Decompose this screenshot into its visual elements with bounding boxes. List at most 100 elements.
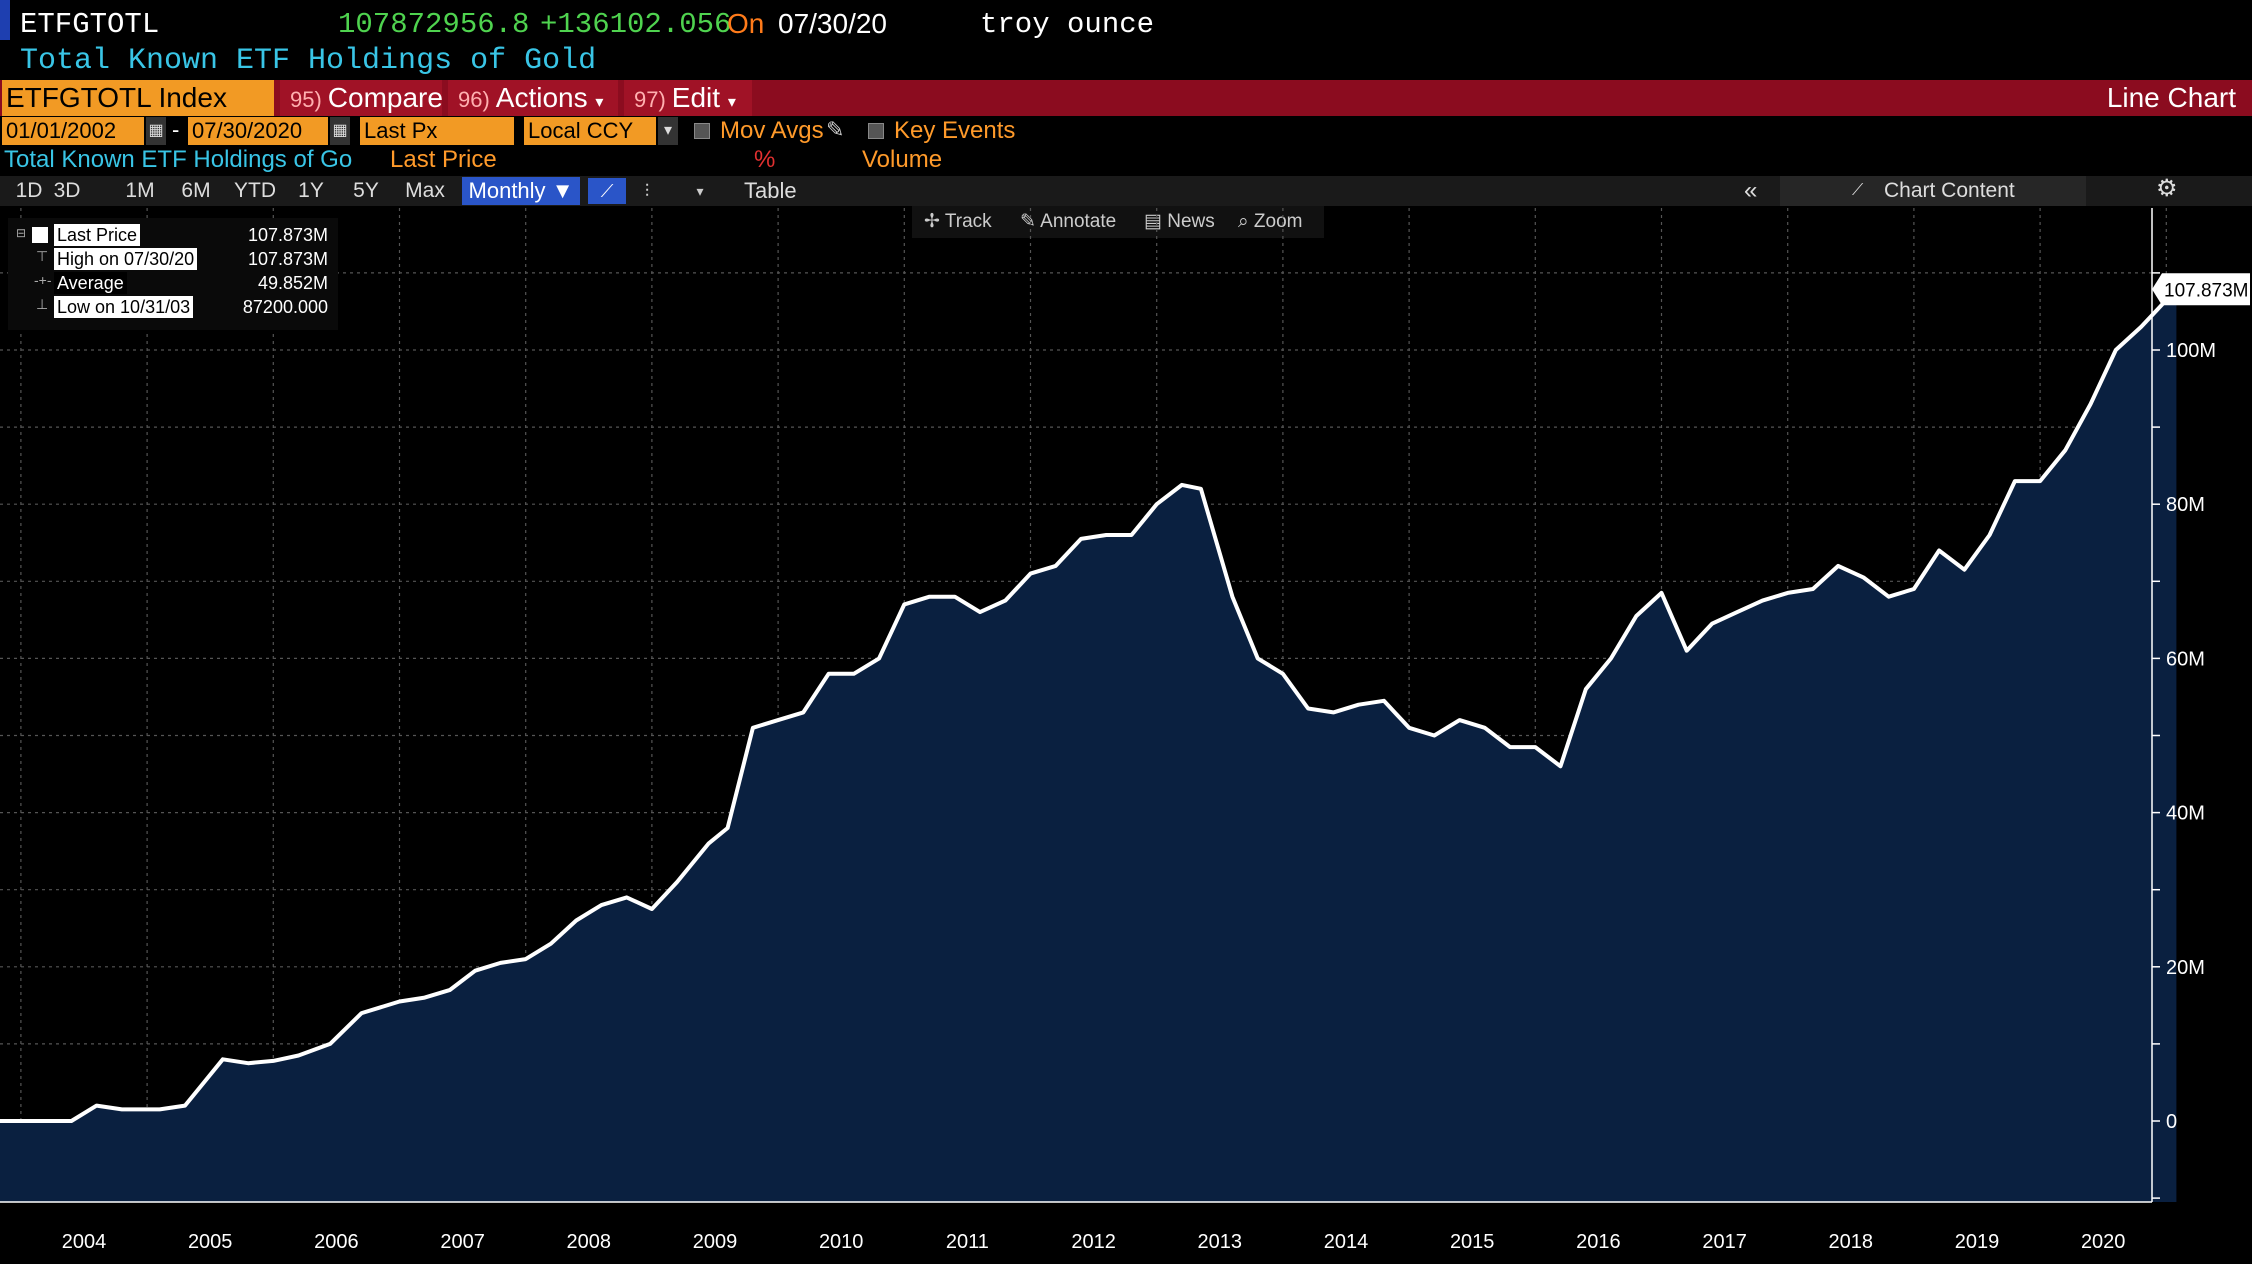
compare-button[interactable]: 95) Compare [280,80,443,116]
field-select[interactable]: Last Px [360,117,514,145]
low-marker-icon: ⊥ [36,296,49,312]
x-tick-label: 2004 [62,1231,107,1253]
ticker-accent-bar [0,0,10,40]
zoom-tool[interactable]: ⌕ Zoom [1238,211,1303,232]
legend-label: Average [54,272,127,294]
track-tool[interactable]: ✢ Track [924,211,992,232]
x-tick-label: 2013 [1198,1231,1243,1253]
crosshair-icon: ✢ [924,211,940,232]
legend-value: 107.873M [247,225,328,245]
chevron-down-icon[interactable]: ▾ [696,183,704,199]
date-separator: - [172,117,180,142]
series-field: Last Price [390,146,497,173]
average-marker-icon: -+- [34,272,52,288]
x-tick-label: 2018 [1829,1231,1874,1253]
x-axis: 2004 2005 2006 2007 2008 2009 2010 2011 2012 2013… [0,1201,2152,1253]
y-tick-label: 80M [2166,494,2205,516]
ticker-symbol[interactable]: ETFGTOTL [20,8,160,41]
legend-value: 49.852M [257,273,328,293]
magnifier-icon: ⌕ [1238,211,1249,232]
y-tick-label: 0 [2166,1111,2177,1133]
range-button-1m[interactable]: 1M [125,179,155,202]
key-events-label[interactable]: Key Events [894,117,1016,144]
chevron-down-icon[interactable]: ▾ [658,117,678,145]
x-tick-label: 2016 [1576,1231,1621,1253]
series-name: Total Known ETF Holdings of Go [4,146,353,173]
triangle-down-icon: ▼ [551,178,574,203]
edit-button[interactable]: 97) Edit ▾ [624,80,752,116]
x-tick-label: 2011 [946,1231,989,1253]
currency-select[interactable]: Local CCY [524,117,656,145]
caret-down-icon: ▾ [595,94,604,111]
area-fill [0,289,2177,1202]
range-button-6m[interactable]: 6M [181,179,211,202]
end-date-input[interactable]: 07/30/2020 [188,117,328,145]
calendar-icon[interactable]: ▦ [146,117,166,145]
x-tick-label: 2008 [567,1231,612,1253]
x-tick-label: 2005 [188,1231,233,1253]
high-marker-icon: ⊤ [36,248,49,264]
range-button-ytd[interactable]: YTD [234,179,276,202]
bar-chart-icon[interactable]: ⫶ [644,181,650,201]
chart-content-button[interactable] [1780,176,2086,206]
collapse-legend-icon[interactable]: ⊟ [16,226,27,240]
chart-content-icon: ⟋ [1852,182,1864,199]
range-button-1y[interactable]: 1Y [298,179,324,202]
mov-avgs-label[interactable]: Mov Avgs [720,117,824,144]
x-tick-label: 2006 [314,1231,359,1253]
y-axis: 0 20M 40M 60M 80M 100M [2151,208,2216,1202]
legend-label: Low on 10/31/03 [54,296,194,318]
legend: ⊟ Last Price 107.873M ⊤ High on 07/30/20… [8,218,338,330]
frequency-select[interactable]: Monthly ▼ [462,177,580,205]
collapse-icon[interactable]: « [1744,177,1758,204]
gear-icon[interactable]: ⚙ [2156,175,2178,202]
mov-avgs-checkbox[interactable] [694,123,710,139]
caret-down-icon: ▾ [727,94,736,111]
last-value-box [2152,273,2250,306]
security-input[interactable]: ETFGTOTL Index [2,80,274,116]
last-value-label: 107.873M [2164,280,2249,301]
x-tick-label: 2007 [440,1231,485,1253]
x-tick-label: 2009 [693,1231,738,1253]
legend-label: High on 07/30/20 [54,248,198,270]
y-tick-label: 20M [2166,957,2205,979]
y-tick-label: 100M [2166,340,2216,362]
range-button-5y[interactable]: 5Y [353,179,379,202]
x-tick-label: 2017 [1702,1231,1747,1253]
x-tick-label: 2020 [2081,1231,2126,1253]
news-icon: ▤ [1144,211,1162,232]
legend-label: Last Price [54,224,141,246]
x-tick-label: 2015 [1450,1231,1495,1253]
range-button-max[interactable]: Max [405,179,445,202]
table-button[interactable]: Table [744,178,797,203]
annotate-tool[interactable]: ✎ Annotate [1020,211,1117,232]
volume-label: Volume [862,146,943,173]
last-value: 107872956.8 [338,8,530,41]
range-button-3d[interactable]: 3D [53,179,81,202]
range-button-1d[interactable]: 1D [15,179,43,202]
y-tick-label: 60M [2166,648,2205,670]
legend-swatch [32,227,48,243]
pencil-icon: ✎ [1020,211,1036,232]
last-value-flag: 107.873M [2152,273,2250,306]
actions-button[interactable]: 96) Actions ▾ [448,80,618,116]
chart-content-label: Chart Content [1884,179,2015,202]
series-line [0,287,2178,1123]
chart-type-label[interactable]: Line Chart [2106,82,2236,113]
on-label: On [727,8,765,39]
key-events-checkbox[interactable] [868,123,884,139]
x-tick-label: 2019 [1955,1231,2000,1253]
chart-tools-bar [912,206,1324,238]
news-tool[interactable]: ▤ News [1144,211,1215,232]
security-description: Total Known ETF Holdings of Gold [20,44,597,78]
legend-value: 87200.000 [242,297,328,317]
percent-label: % [754,146,776,173]
x-tick-label: 2014 [1324,1231,1369,1253]
legend-value: 107.873M [247,249,328,269]
start-date-input[interactable]: 01/01/2002 [2,117,144,145]
unit-label: troy ounce [980,8,1155,41]
pencil-icon[interactable]: ✎ [826,117,845,142]
calendar-icon[interactable]: ▦ [330,117,350,145]
line-chart-icon[interactable]: ⟋ [588,178,626,204]
